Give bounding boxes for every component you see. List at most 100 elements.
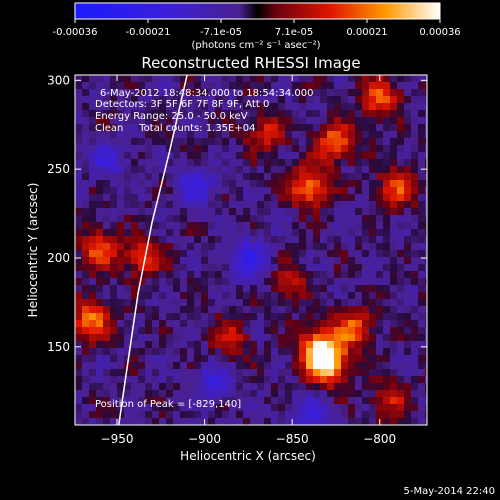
heatmap-cell — [173, 264, 181, 272]
heatmap-cell — [327, 215, 335, 223]
heatmap-cell — [138, 75, 146, 83]
heatmap-cell — [96, 369, 104, 377]
heatmap-cell — [390, 180, 398, 188]
heatmap-cell — [124, 96, 132, 104]
heatmap-cell — [124, 152, 132, 160]
heatmap-cell — [187, 341, 195, 349]
heatmap-cell — [257, 96, 265, 104]
heatmap-cell — [334, 362, 342, 370]
heatmap-cell — [117, 166, 125, 174]
heatmap-cell — [334, 82, 342, 90]
heatmap-cell — [194, 278, 202, 286]
heatmap-cell — [96, 187, 104, 195]
heatmap-cell — [404, 334, 412, 342]
heatmap-cell — [96, 201, 104, 209]
heatmap-cell — [271, 271, 279, 279]
heatmap-cell — [278, 187, 286, 195]
heatmap-cell — [166, 355, 174, 363]
heatmap-cell — [180, 201, 188, 209]
heatmap-cell — [131, 187, 139, 195]
heatmap-cell — [180, 278, 188, 286]
heatmap-cell — [285, 278, 293, 286]
heatmap-cell — [383, 348, 391, 356]
heatmap-cell — [355, 327, 363, 335]
heatmap-cell — [411, 264, 419, 272]
heatmap-cell — [82, 201, 90, 209]
footer-timestamp: 5-May-2014 22:40 — [403, 486, 495, 497]
heatmap-cell — [271, 222, 279, 230]
heatmap-cell — [215, 285, 223, 293]
heatmap-cell — [96, 278, 104, 286]
heatmap-cell — [306, 166, 314, 174]
heatmap-cell — [376, 166, 384, 174]
heatmap-cell — [369, 299, 377, 307]
heatmap-cell — [425, 271, 427, 279]
heatmap-cell — [285, 124, 293, 132]
heatmap-cell — [82, 327, 90, 335]
heatmap-cell — [229, 208, 237, 216]
heatmap-cell — [355, 243, 363, 251]
heatmap-cell — [334, 243, 342, 251]
heatmap-cell — [201, 306, 209, 314]
heatmap-cell — [229, 257, 237, 265]
heatmap-cell — [96, 82, 104, 90]
heatmap-cell — [327, 313, 335, 321]
heatmap-cell — [89, 131, 97, 139]
heatmap-cell — [103, 306, 111, 314]
heatmap-cell — [229, 278, 237, 286]
heatmap-cell — [222, 243, 230, 251]
heatmap-cell — [243, 292, 251, 300]
heatmap-cell — [285, 243, 293, 251]
heatmap-cell — [194, 166, 202, 174]
heatmap-cell — [348, 201, 356, 209]
heatmap-cell — [152, 145, 160, 153]
heatmap-cell — [306, 397, 314, 405]
heatmap-cell — [425, 222, 427, 230]
heatmap-cell — [397, 411, 405, 419]
heatmap-cell — [250, 397, 258, 405]
heatmap-cell — [131, 236, 139, 244]
heatmap-cell — [257, 257, 265, 265]
heatmap-cell — [355, 313, 363, 321]
heatmap-cell — [425, 313, 427, 321]
heatmap-cell — [257, 180, 265, 188]
heatmap-cell — [215, 390, 223, 398]
heatmap-cell — [215, 194, 223, 202]
heatmap-cell — [271, 362, 279, 370]
heatmap-cell — [82, 96, 90, 104]
heatmap-cell — [187, 397, 195, 405]
heatmap-cell — [166, 397, 174, 405]
heatmap-cell — [180, 138, 188, 146]
heatmap-cell — [313, 180, 321, 188]
heatmap-cell — [257, 131, 265, 139]
heatmap-cell — [89, 348, 97, 356]
heatmap-cell — [103, 320, 111, 328]
heatmap-cell — [278, 180, 286, 188]
heatmap-cell — [208, 306, 216, 314]
heatmap-cell — [187, 278, 195, 286]
heatmap-cell — [383, 152, 391, 160]
x-tick-label: −900 — [188, 432, 221, 446]
heatmap-cell — [201, 110, 209, 118]
heatmap-cell — [89, 341, 97, 349]
heatmap-cell — [82, 103, 90, 111]
heatmap-cell — [327, 145, 335, 153]
heatmap-cell — [362, 383, 370, 391]
heatmap-cell — [89, 152, 97, 160]
heatmap-cell — [110, 173, 118, 181]
heatmap-cell — [82, 404, 90, 412]
heatmap-cell — [180, 411, 188, 419]
heatmap-cell — [201, 257, 209, 265]
heatmap-cell — [145, 222, 153, 230]
heatmap-cell — [82, 411, 90, 419]
heatmap-cell — [201, 313, 209, 321]
heatmap-cell — [110, 404, 118, 412]
heatmap-cell — [257, 194, 265, 202]
heatmap-cell — [243, 124, 251, 132]
heatmap-cell — [327, 89, 335, 97]
heatmap-cell — [131, 124, 139, 132]
heatmap-cell — [110, 229, 118, 237]
heatmap-cell — [306, 159, 314, 167]
heatmap-cell — [194, 201, 202, 209]
heatmap-cell — [341, 411, 349, 419]
